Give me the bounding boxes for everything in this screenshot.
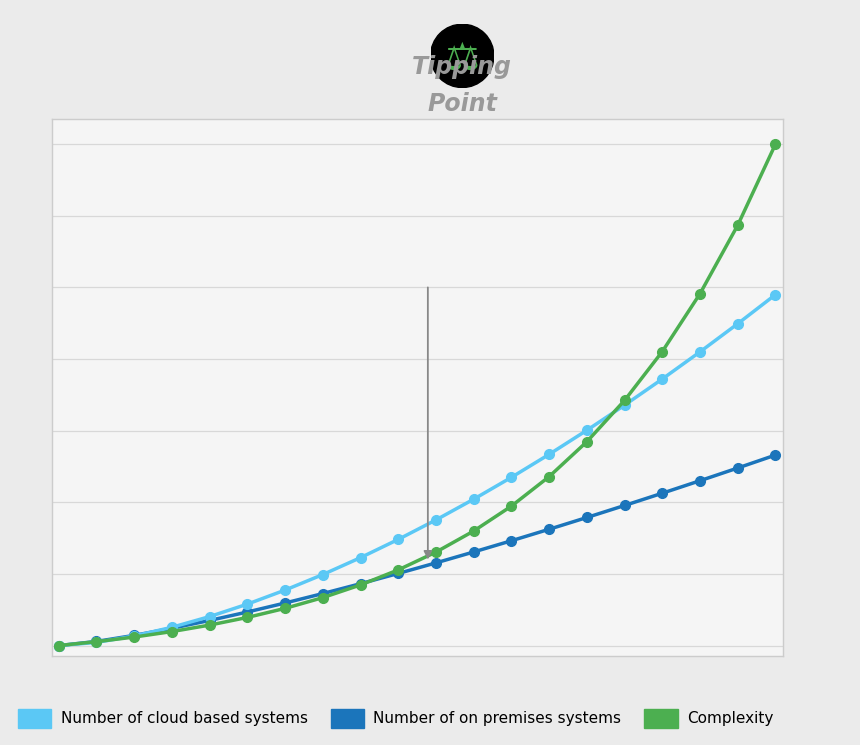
Number of cloud based systems (393, 535, 403, 544)
Text: Point: Point (427, 92, 497, 116)
Complexity (205, 621, 215, 630)
Legend: Number of cloud based systems, Number of on premises systems, Complexity: Number of cloud based systems, Number of… (12, 703, 779, 734)
Number of cloud based systems (771, 291, 781, 299)
Number of on premises systems (657, 489, 667, 498)
Complexity (581, 437, 592, 446)
Number of cloud based systems (469, 495, 479, 504)
Number of cloud based systems (733, 320, 743, 329)
Line: Complexity: Complexity (54, 139, 780, 650)
Number of on premises systems (205, 616, 215, 625)
Number of on premises systems (431, 559, 441, 568)
Number of on premises systems (544, 524, 555, 533)
Number of on premises systems (317, 589, 328, 598)
Number of on premises systems (695, 476, 705, 485)
Line: Number of cloud based systems: Number of cloud based systems (54, 290, 780, 650)
Number of cloud based systems (53, 641, 64, 650)
Complexity (91, 637, 101, 646)
Line: Number of on premises systems: Number of on premises systems (54, 450, 780, 650)
Number of cloud based systems (619, 401, 630, 410)
Complexity (657, 347, 667, 356)
Number of cloud based systems (129, 632, 139, 641)
Number of on premises systems (243, 607, 253, 616)
Complexity (695, 289, 705, 298)
Number of on premises systems (469, 548, 479, 557)
Complexity (431, 548, 441, 557)
Number of cloud based systems (657, 375, 667, 384)
Number of cloud based systems (205, 612, 215, 621)
Number of cloud based systems (317, 570, 328, 579)
Number of on premises systems (167, 624, 177, 633)
Number of cloud based systems (243, 600, 253, 609)
Number of on premises systems (280, 598, 290, 607)
Complexity (733, 221, 743, 229)
Number of cloud based systems (581, 426, 592, 435)
Number of cloud based systems (507, 473, 517, 482)
Complexity (53, 641, 64, 650)
Number of on premises systems (581, 513, 592, 522)
Text: ⚖: ⚖ (445, 40, 480, 78)
Complexity (771, 140, 781, 149)
Circle shape (431, 25, 494, 87)
Complexity (393, 565, 403, 574)
Complexity (619, 396, 630, 405)
Number of on premises systems (91, 637, 101, 646)
Complexity (129, 633, 139, 641)
Number of cloud based systems (167, 623, 177, 632)
Number of on premises systems (129, 631, 139, 640)
Number of cloud based systems (431, 516, 441, 524)
Complexity (317, 593, 328, 602)
Number of on premises systems (355, 579, 366, 588)
Complexity (544, 472, 555, 481)
Number of cloud based systems (280, 586, 290, 595)
Complexity (167, 627, 177, 636)
Complexity (507, 501, 517, 510)
Number of on premises systems (507, 536, 517, 545)
Number of on premises systems (53, 641, 64, 650)
Number of on premises systems (733, 463, 743, 472)
Number of cloud based systems (544, 450, 555, 459)
Complexity (243, 613, 253, 622)
Complexity (469, 527, 479, 536)
Number of on premises systems (771, 451, 781, 460)
Text: Tipping: Tipping (412, 55, 513, 79)
Number of on premises systems (393, 569, 403, 578)
Number of cloud based systems (695, 347, 705, 356)
Number of cloud based systems (91, 638, 101, 647)
Number of on premises systems (619, 501, 630, 510)
Number of cloud based systems (355, 554, 366, 562)
Complexity (355, 580, 366, 589)
Complexity (280, 604, 290, 613)
